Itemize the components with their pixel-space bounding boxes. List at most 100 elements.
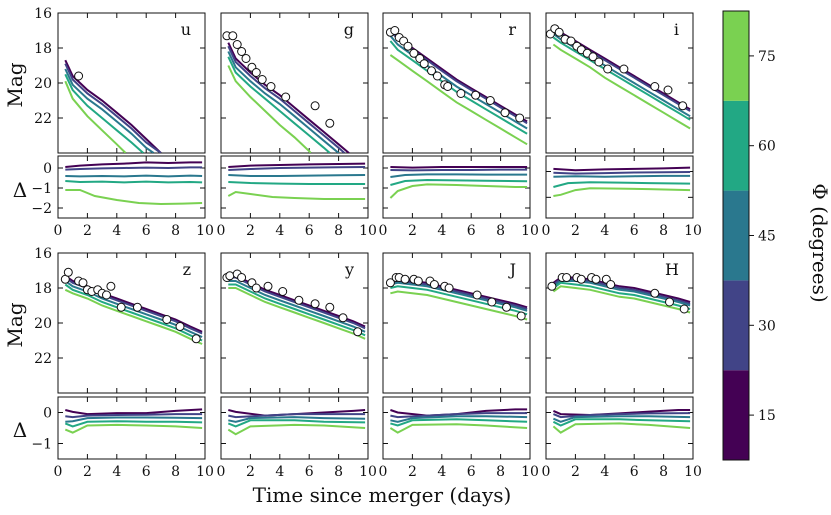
model-line-z-phi75	[64, 288, 203, 345]
observed-point-y	[278, 287, 288, 296]
delta-line-g-phi75	[227, 190, 366, 200]
observed-point-u	[74, 71, 84, 81]
x-axis-label: Time since merger (days)	[253, 483, 512, 507]
x-tick-label: 2	[408, 464, 417, 480]
model-line-u-phi30	[64, 63, 162, 153]
colorbar-segment-45	[723, 190, 749, 281]
x-tick-label: 6	[142, 223, 151, 239]
x-tick-label: 4	[112, 223, 121, 239]
mag-panel-J-frame	[382, 252, 531, 394]
y-tick-label: 0	[43, 161, 52, 177]
observed-point-y	[225, 271, 235, 281]
delta-line-r-phi30	[390, 168, 528, 172]
delta-panel-u: 0 2 4 6 8 10 0 −1 −2	[31, 155, 214, 239]
delta-line-z-phi15	[65, 408, 203, 416]
x-tick-label: 4	[600, 464, 609, 480]
observed-point-g	[257, 75, 267, 84]
colorbar-tick-label: 30	[758, 318, 776, 334]
observed-point-i	[678, 101, 688, 111]
observed-point-z	[116, 302, 126, 312]
observed-point-J	[472, 290, 482, 300]
delta-line-y-phi75	[227, 423, 366, 436]
observed-point-y	[237, 273, 247, 282]
x-tick-label: 6	[305, 464, 314, 480]
delta-line-J-phi45	[390, 415, 528, 423]
delta-line-i-phi60	[553, 181, 691, 188]
observed-point-y	[353, 327, 363, 337]
observed-point-r	[390, 26, 400, 35]
x-tick-label: 0	[217, 464, 226, 480]
delta-line-H-phi60	[552, 418, 691, 427]
model-line-u-phi60	[64, 73, 144, 153]
observed-point-z	[175, 322, 185, 331]
delta-line-z-phi30	[65, 413, 203, 419]
x-tick-label: 10	[196, 223, 214, 239]
colorbar-tick-label: 60	[758, 139, 776, 155]
model-line-J-phi75	[390, 290, 528, 321]
y-tick-label: 16	[34, 246, 52, 262]
colorbar-segment-30	[723, 280, 749, 371]
delta-line-y-phi45	[228, 416, 366, 423]
mag-panel-i-frame	[545, 12, 694, 154]
colorbar-tick-label: 15	[758, 408, 776, 424]
model-line-y-phi60	[228, 283, 366, 337]
y-tick-label: 18	[34, 41, 52, 57]
model-line-i-phi75	[552, 43, 691, 130]
delta-line-J-phi30	[390, 412, 528, 419]
model-line-g-phi15	[227, 42, 350, 153]
x-tick-label: 8	[171, 464, 180, 480]
band-label-y: y	[344, 260, 354, 279]
model-line-y-phi75	[228, 287, 366, 340]
observed-point-r	[485, 96, 495, 105]
mag-panel-r: r	[382, 12, 531, 154]
x-tick-label: 8	[496, 223, 505, 239]
observed-point-g	[325, 118, 335, 128]
delta-panel-g: 0 2 4 6 8 10	[217, 155, 377, 239]
delta-line-r-phi15	[390, 166, 528, 169]
x-tick-label: 2	[408, 223, 417, 239]
delta-line-y-phi60	[227, 419, 366, 428]
delta-panel-i: 0 2 4 6 8 10	[542, 155, 702, 239]
x-tick-label: 8	[334, 464, 343, 480]
observed-point-y	[325, 302, 335, 312]
band-label-g: g	[344, 20, 354, 39]
y-tick-label: 20	[34, 76, 52, 92]
observed-point-i	[650, 82, 660, 91]
y-axis-label-delta: Δ	[13, 178, 27, 202]
delta-line-g-phi30	[228, 166, 366, 171]
x-tick-label: 8	[334, 223, 343, 239]
delta-panel-H-frame	[545, 396, 694, 460]
observed-point-g	[310, 101, 320, 111]
x-tick-label: 8	[659, 223, 668, 239]
observed-point-H	[650, 288, 660, 298]
observed-point-r	[443, 82, 453, 91]
mag-panel-g: g	[220, 12, 369, 154]
x-tick-label: 10	[684, 464, 702, 480]
observed-point-r	[427, 66, 436, 76]
mag-panel-u: u 16 18 20 22	[34, 6, 206, 154]
observed-point-z	[78, 278, 88, 288]
y-tick-label: −2	[31, 201, 52, 217]
x-tick-label: 10	[196, 464, 214, 480]
observed-point-g	[228, 31, 238, 41]
observed-point-y	[310, 299, 320, 309]
x-tick-label: 0	[54, 464, 63, 480]
x-tick-label: 4	[600, 223, 609, 239]
delta-line-u-phi60	[65, 180, 203, 184]
delta-line-z-phi45	[65, 416, 203, 423]
delta-line-i-phi30	[553, 171, 691, 175]
observed-point-y	[338, 313, 348, 323]
colorbar-tick-label: 75	[758, 49, 776, 65]
observed-point-r	[456, 89, 466, 98]
band-label-J: J	[508, 260, 516, 279]
observed-point-H	[576, 274, 586, 284]
delta-panel-z: 0 2 4 6 8 100−1	[31, 396, 214, 480]
observed-point-i	[566, 36, 576, 46]
band-label-z: z	[183, 260, 191, 279]
delta-line-H-phi75	[552, 422, 691, 434]
band-label-r: r	[508, 20, 516, 39]
delta-panel-J-frame	[382, 396, 531, 460]
delta-panel-r: 0 2 4 6 8 10	[379, 155, 539, 239]
model-line-r-phi75	[389, 54, 528, 146]
delta-line-H-phi45	[553, 415, 691, 423]
